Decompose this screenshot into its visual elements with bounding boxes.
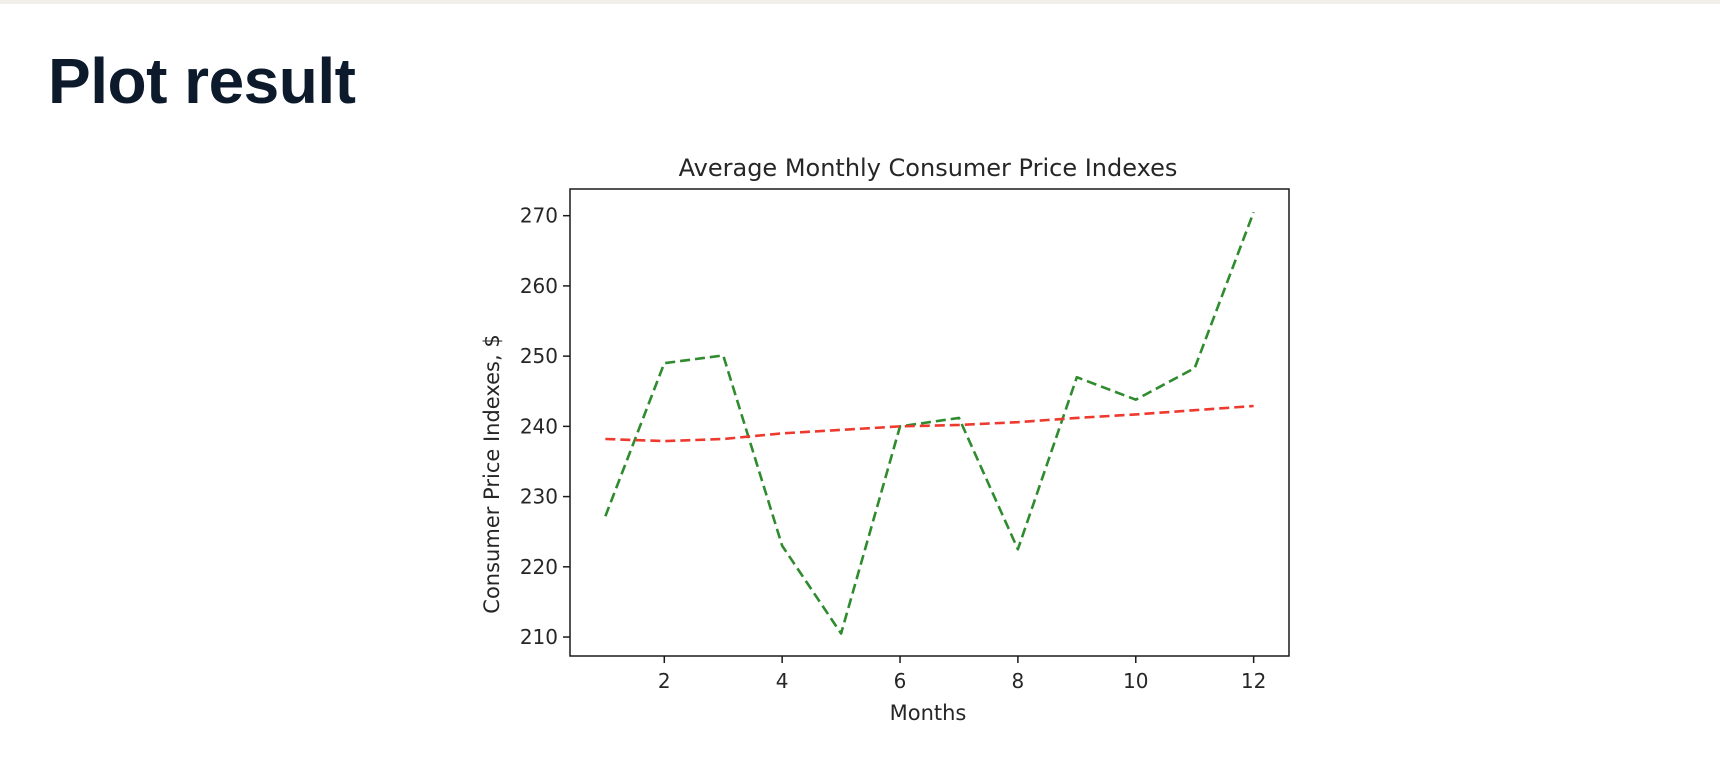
y-tick-label: 260 (520, 274, 558, 298)
y-tick-label: 250 (520, 344, 558, 368)
chart-title: Average Monthly Consumer Price Indexes (679, 154, 1178, 182)
x-axis-label: Months (890, 701, 967, 725)
x-tick-label: 8 (1012, 669, 1025, 693)
top-strip (0, 0, 1720, 4)
y-tick-label: 220 (520, 555, 558, 579)
series-line-2 (605, 404, 1254, 443)
x-tick-label: 10 (1123, 669, 1148, 693)
y-tick-label: 240 (520, 414, 558, 438)
y-tick-label: 230 (520, 485, 558, 509)
x-tick-label: 4 (776, 669, 789, 693)
y-axis-ticks: 210 220 230 240 250 260 270 (520, 204, 570, 649)
series-layer (604, 211, 1255, 635)
x-tick-label: 6 (894, 669, 907, 693)
y-tick-label: 210 (520, 625, 558, 649)
x-tick-label: 12 (1241, 669, 1266, 693)
x-tick-label: 2 (658, 669, 671, 693)
plot-frame (569, 188, 1290, 657)
series-line-1 (604, 211, 1255, 635)
page-title: Plot result (48, 45, 356, 117)
y-tick-label: 270 (520, 204, 558, 228)
y-axis-label: Consumer Price Indexes, $ (480, 334, 504, 613)
x-axis-ticks: 2 4 6 8 10 12 (658, 656, 1266, 693)
